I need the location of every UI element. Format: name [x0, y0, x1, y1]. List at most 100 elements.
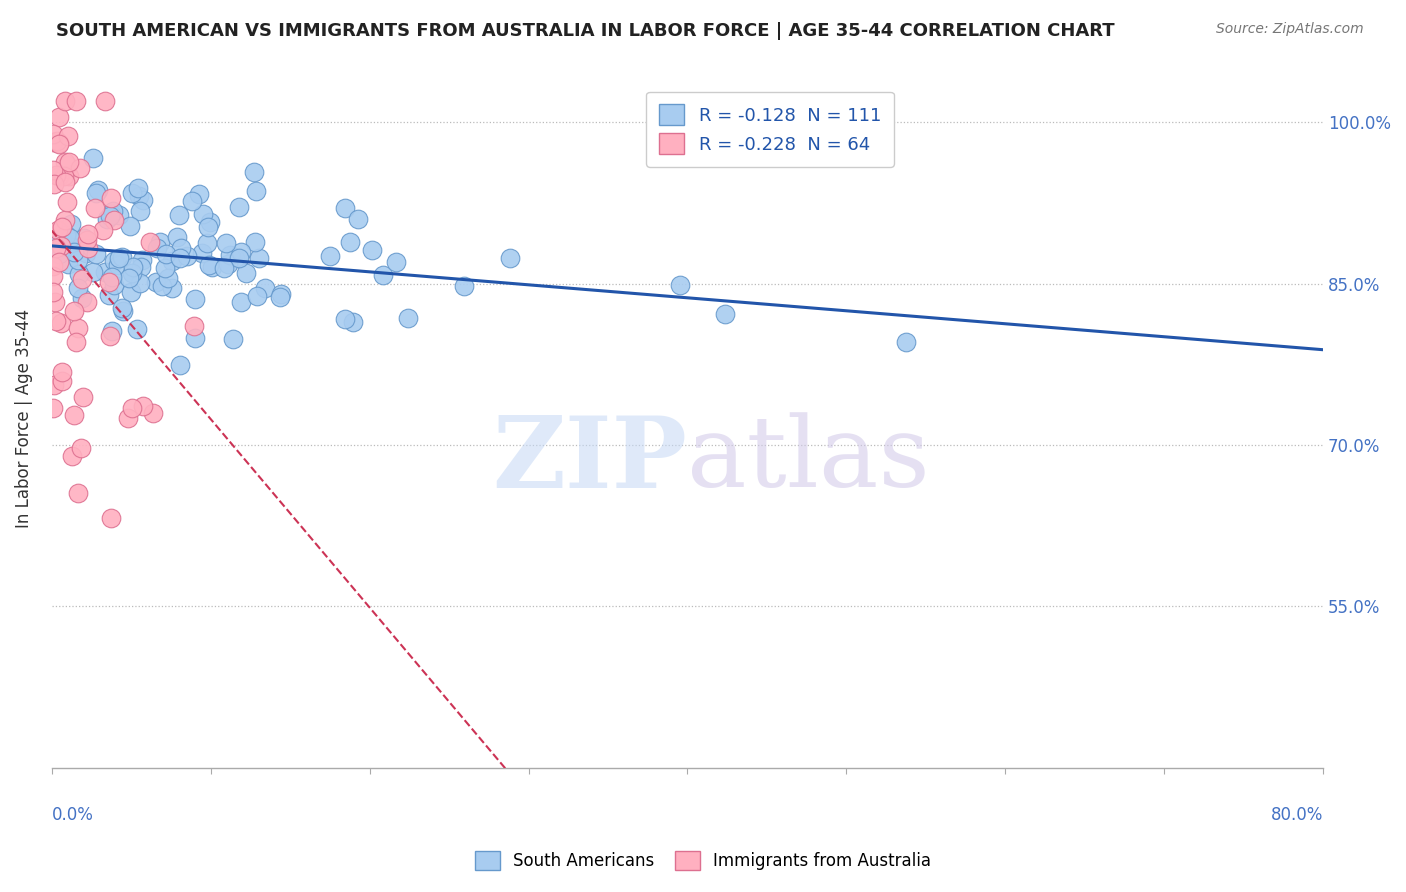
Point [121, 266, 143, 280]
Point [56, 195, 79, 210]
Point [222, 332, 245, 346]
Point [396, 310, 419, 325]
Point [67, 281, 90, 295]
Point [131, 252, 153, 267]
Point [100, 329, 122, 343]
Text: 0.0%: 0.0% [52, 806, 94, 824]
Point [72, 291, 94, 305]
Point [212, 260, 235, 275]
Point [176, 249, 198, 263]
Point [86, 184, 108, 198]
Point [245, 184, 267, 198]
Point [49, 238, 72, 252]
Point [269, 290, 291, 304]
Point [129, 203, 152, 218]
Point [70, 272, 93, 286]
Point [42, 401, 65, 416]
Point [107, 258, 129, 272]
Point [127, 181, 149, 195]
Point [56, 129, 79, 144]
Point [111, 301, 134, 315]
Point [347, 212, 370, 227]
Point [166, 230, 188, 244]
Point [76, 294, 98, 309]
Point [169, 251, 191, 265]
Point [51, 366, 73, 380]
Point [48, 246, 70, 260]
Point [75, 245, 97, 260]
Point [44, 294, 66, 309]
Point [319, 249, 342, 263]
Point [132, 399, 155, 413]
Point [112, 304, 135, 318]
Point [100, 511, 122, 525]
Point [162, 281, 184, 295]
Point [58, 155, 80, 169]
Point [335, 312, 357, 326]
Point [235, 266, 257, 280]
Point [170, 241, 193, 255]
Point [167, 208, 190, 222]
Point [231, 294, 253, 309]
Point [42, 162, 65, 177]
Point [46, 223, 69, 237]
Point [53, 175, 76, 189]
Point [63, 304, 86, 318]
Point [44, 169, 66, 183]
Point [453, 279, 475, 293]
Point [42, 135, 65, 149]
Point [121, 186, 143, 200]
Point [73, 231, 96, 245]
Point [120, 285, 142, 300]
Point [98, 288, 121, 302]
Point [125, 322, 148, 336]
Point [184, 292, 207, 306]
Point [183, 331, 205, 345]
Point [180, 194, 202, 208]
Point [187, 186, 209, 201]
Point [103, 254, 125, 268]
Point [44, 177, 66, 191]
Point [229, 244, 252, 259]
Point [82, 265, 104, 279]
Point [142, 406, 165, 420]
Point [76, 233, 98, 247]
Point [157, 270, 180, 285]
Point [183, 318, 205, 333]
Text: SOUTH AMERICAN VS IMMIGRANTS FROM AUSTRALIA IN LABOR FORCE | AGE 35-44 CORRELATI: SOUTH AMERICAN VS IMMIGRANTS FROM AUSTRA… [56, 22, 1115, 40]
Point [58, 169, 80, 184]
Point [191, 207, 214, 221]
Point [67, 267, 90, 281]
Point [96, 212, 118, 227]
Point [270, 286, 292, 301]
Point [98, 210, 121, 224]
Y-axis label: In Labor Force | Age 35-44: In Labor Force | Age 35-44 [15, 309, 32, 528]
Point [342, 315, 364, 329]
Point [56, 256, 79, 270]
Point [169, 358, 191, 372]
Point [69, 441, 91, 455]
Point [228, 200, 250, 214]
Point [44, 238, 66, 252]
Point [107, 208, 129, 222]
Point [118, 219, 141, 234]
Point [253, 281, 276, 295]
Point [42, 378, 65, 392]
Point [76, 241, 98, 255]
Point [132, 193, 155, 207]
Point [197, 219, 219, 234]
Point [117, 410, 139, 425]
Point [60, 217, 83, 231]
Point [53, 94, 76, 108]
Point [60, 449, 83, 463]
Point [53, 169, 76, 183]
Point [48, 169, 70, 183]
Point [83, 201, 105, 215]
Point [668, 277, 690, 292]
Point [42, 127, 65, 141]
Point [58, 231, 80, 245]
Point [149, 235, 172, 250]
Point [385, 255, 408, 269]
Point [56, 241, 79, 255]
Point [333, 201, 356, 215]
